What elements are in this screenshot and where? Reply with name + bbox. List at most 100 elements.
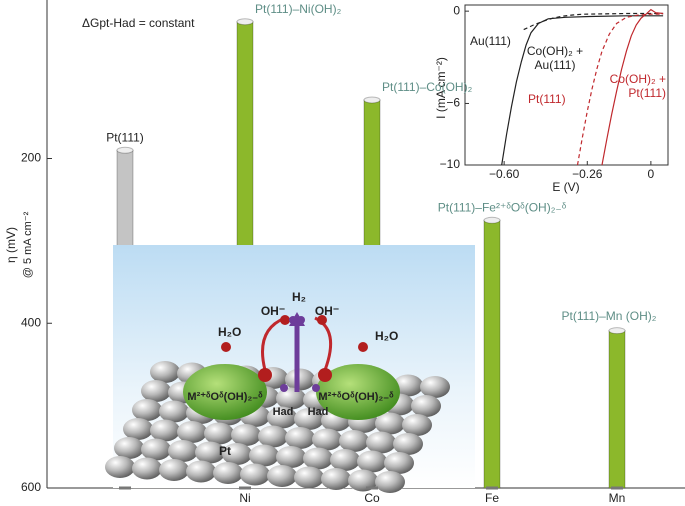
illustration-label: Pt — [219, 444, 231, 458]
pt-atom — [312, 428, 342, 451]
pt-atom — [159, 459, 189, 481]
inset-y-axis-label: I (mA cm⁻²) — [434, 57, 448, 119]
pt-atom — [231, 424, 261, 446]
bar-cap — [363, 96, 381, 104]
atom — [318, 368, 332, 382]
bar-cap — [608, 327, 626, 335]
pt-atom — [150, 361, 180, 383]
y-tick-label: 0 — [453, 3, 460, 17]
pt-atom — [168, 440, 198, 462]
pt-atom — [294, 408, 324, 430]
illustration-label: Had — [273, 406, 294, 418]
inset-chart: I (mA cm⁻²) E (V) −0.60 −0.26 0 0 −6 −10 — [434, 3, 669, 194]
pt-atom — [420, 376, 450, 398]
pt-atom — [294, 466, 324, 489]
pt-atom — [366, 431, 396, 454]
illustration: H₂O OH⁻ H₂ OH⁻ H₂O Had Had M²⁺ᵟOᵟ(OH)₂₋ᵟ… — [105, 245, 475, 493]
atom — [280, 384, 288, 392]
oxide-cluster — [183, 364, 267, 420]
pt-atom — [114, 437, 144, 459]
pt-atom — [186, 460, 216, 483]
x-tick-label: −0.26 — [572, 167, 603, 181]
legend-label: Pt(111) — [528, 92, 566, 106]
pt-atom — [375, 412, 405, 435]
pt-atom — [375, 471, 405, 493]
pt-atom — [276, 387, 306, 410]
pt-atom — [132, 457, 162, 480]
pt-atom — [249, 444, 279, 467]
annotation: ΔGpt-Had = constant — [82, 16, 195, 30]
pt-atom — [393, 433, 423, 455]
atom — [280, 315, 290, 325]
atom — [358, 342, 368, 352]
x-tick-label: Fe — [485, 491, 499, 505]
illustration-label: H₂O — [375, 329, 398, 343]
pt-atom — [195, 441, 225, 464]
pt-atom — [402, 414, 432, 436]
x-tick-label: Mn — [609, 491, 626, 505]
bar-cap — [483, 216, 501, 224]
line — [601, 8, 664, 166]
pt-atom — [303, 447, 333, 470]
pt-atom — [357, 450, 387, 473]
pt-atom — [159, 400, 189, 423]
pt-atom — [285, 427, 315, 449]
x-tick-label: Co — [364, 491, 380, 505]
pt-atom — [177, 421, 207, 443]
atom — [317, 315, 327, 325]
illustration-label: M²⁺ᵟOᵟ(OH)₂₋ᵟ — [318, 391, 394, 403]
pt-atom — [258, 425, 288, 448]
y-tick-label: −10 — [440, 157, 461, 171]
pt-atom — [105, 456, 135, 478]
pt-atom — [285, 368, 315, 391]
pt-atom — [384, 452, 414, 474]
illustration-label: H₂ — [292, 290, 306, 304]
pt-atom — [276, 446, 306, 468]
y-tick-label: 600 — [21, 480, 41, 494]
bar-label: Pt(111)–Mn (OH)₂ — [562, 309, 657, 323]
y-tick-label: 200 — [21, 151, 41, 165]
x-tick-label: −0.60 — [489, 167, 520, 181]
y-axis-sublabel: @ 5 mA cm⁻² — [22, 211, 34, 278]
x-tick-label: 0 — [648, 167, 655, 181]
oxide-cluster — [316, 364, 400, 420]
inset-frame — [464, 4, 669, 166]
legend-label: Co(OH)₂ + Au(111) — [526, 44, 584, 72]
pt-surface — [105, 361, 450, 493]
y-tick-label: −6 — [446, 96, 460, 110]
pt-atom — [123, 418, 153, 440]
atom — [297, 316, 305, 324]
pt-atom — [411, 395, 441, 417]
bar-label: Pt(111) — [106, 130, 144, 144]
bar — [608, 330, 626, 489]
illustration-label: OH⁻ — [315, 304, 339, 318]
pt-atom — [141, 438, 171, 461]
pt-atom — [321, 468, 351, 490]
illustration-label: H₂O — [218, 325, 241, 339]
pt-atom — [204, 422, 234, 445]
legend-label: Au(111) — [470, 34, 511, 48]
pt-atom — [393, 374, 423, 397]
pt-atom — [267, 465, 297, 487]
pt-atom — [330, 449, 360, 471]
x-tick-label: Ni — [239, 491, 250, 505]
bar-label: Pt(111)–Ni(OH)₂ — [255, 2, 342, 16]
pt-atom — [222, 443, 252, 465]
pt-atom — [348, 469, 378, 492]
line — [523, 12, 664, 31]
legend-label: Co(OH)₂ + Pt(111) — [609, 72, 666, 100]
bar-label: Pt(111)–Fe²⁺ᵟOᵟ(OH)₂₋ᵟ — [438, 200, 567, 214]
pt-atom — [240, 463, 270, 486]
line — [576, 13, 664, 166]
bar — [483, 219, 501, 489]
pt-atom — [150, 419, 180, 442]
pt-atom — [267, 406, 297, 429]
y-axis-label: η (mV) — [4, 227, 18, 263]
pt-atom — [132, 399, 162, 421]
atom — [221, 342, 231, 352]
illustration-label: M²⁺ᵟOᵟ(OH)₂₋ᵟ — [187, 391, 263, 403]
pt-atom — [213, 462, 243, 484]
arrow — [261, 316, 286, 371]
